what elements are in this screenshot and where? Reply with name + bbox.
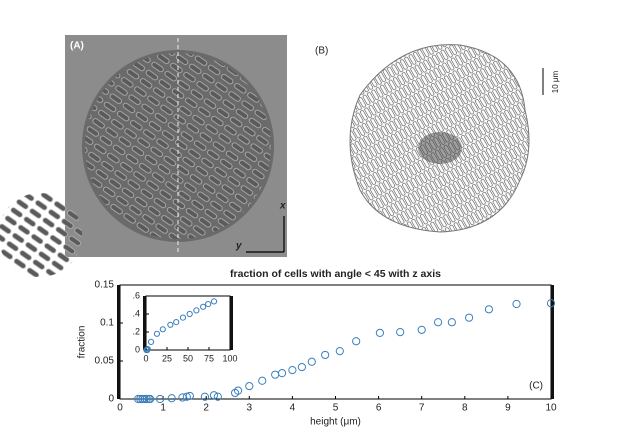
data-point xyxy=(465,313,474,322)
inset-area xyxy=(145,295,231,351)
data-point xyxy=(375,328,384,337)
axis-letter: x xyxy=(279,201,286,212)
axis-letter: y xyxy=(235,241,242,252)
data-point xyxy=(307,357,316,366)
x-tick-label: 2 xyxy=(203,403,209,414)
data-point xyxy=(185,391,194,401)
x-tick-label: 5 xyxy=(333,403,339,414)
x-tick-label: 10 xyxy=(545,403,557,414)
data-point xyxy=(245,381,254,391)
data-point xyxy=(144,346,151,353)
data-point xyxy=(484,305,494,314)
data-point xyxy=(146,394,155,404)
chart-title: fraction of cells with angle < 45 with z… xyxy=(230,268,441,280)
data-point xyxy=(159,326,166,333)
data-point xyxy=(277,369,287,378)
data-point xyxy=(297,362,306,372)
data-point xyxy=(182,392,191,401)
data-point xyxy=(200,392,210,401)
data-point xyxy=(433,318,443,327)
x-tick-label: 9 xyxy=(505,403,511,414)
data-point xyxy=(233,386,243,395)
data-point xyxy=(193,307,200,314)
panel-a: (A) x y xyxy=(0,35,287,277)
data-point xyxy=(200,303,207,310)
x-tick-label: 8 xyxy=(462,403,468,414)
x-tick-label: 7 xyxy=(419,403,425,414)
annotation: (C) xyxy=(529,381,543,392)
data-point xyxy=(136,394,145,404)
x-tick-label: 0 xyxy=(117,403,123,414)
data-point xyxy=(147,338,155,345)
data-point xyxy=(153,330,161,337)
axis-edge xyxy=(143,296,146,350)
panel-label: (B) xyxy=(315,46,328,57)
x-tick-label: 6 xyxy=(376,403,382,414)
axis-edge xyxy=(551,285,554,399)
data-point xyxy=(140,394,149,404)
y-tick-label: 0.1 xyxy=(100,318,114,329)
data-point xyxy=(447,318,456,327)
data-point xyxy=(258,376,267,385)
data-point xyxy=(186,310,193,318)
x-tick-label: 75 xyxy=(204,353,214,363)
x-tick-label: 100 xyxy=(222,353,237,363)
data-point xyxy=(213,392,222,401)
data-point xyxy=(138,394,147,404)
axis-edge xyxy=(117,285,120,399)
y-tick-label: .4 xyxy=(132,308,140,318)
y-tick-label: .2 xyxy=(132,326,140,336)
x-tick-label: 50 xyxy=(183,353,193,363)
data-point xyxy=(352,337,361,346)
data-point xyxy=(546,299,556,308)
y-tick-label: .6 xyxy=(132,290,140,300)
data-point xyxy=(417,325,426,334)
data-point xyxy=(167,394,176,403)
y-tick-label: 0.05 xyxy=(95,356,115,367)
axis-edge xyxy=(230,296,233,350)
x-tick-label: 25 xyxy=(162,353,172,363)
data-point xyxy=(142,394,151,404)
data-point xyxy=(335,347,344,356)
data-point xyxy=(210,298,218,305)
x-tick-label: 1 xyxy=(160,403,166,414)
dense-core xyxy=(418,132,462,164)
data-point xyxy=(173,319,180,326)
colony-edge xyxy=(0,193,82,277)
panel-b: (B) 10 μm xyxy=(315,44,560,233)
data-point xyxy=(134,394,143,404)
scale-label: 10 μm xyxy=(551,70,560,93)
x-tick-label: 0 xyxy=(143,353,148,363)
data-point xyxy=(179,314,187,321)
data-point xyxy=(155,394,165,404)
y-tick-label: 0 xyxy=(135,344,140,354)
data-point xyxy=(288,366,297,375)
data-point xyxy=(209,391,219,400)
y-tick-label: 0 xyxy=(108,394,114,405)
data-point xyxy=(205,301,212,308)
y-axis-label: fraction xyxy=(77,326,88,359)
data-point xyxy=(512,299,521,309)
panel-label: (A) xyxy=(70,41,84,52)
data-point xyxy=(321,350,330,360)
data-point xyxy=(396,328,405,337)
y-tick-label: 0.15 xyxy=(95,280,115,291)
data-point xyxy=(167,321,174,328)
x-axis-label: height (μm) xyxy=(310,417,361,428)
x-tick-label: 3 xyxy=(247,403,253,414)
x-tick-label: 4 xyxy=(290,403,296,414)
